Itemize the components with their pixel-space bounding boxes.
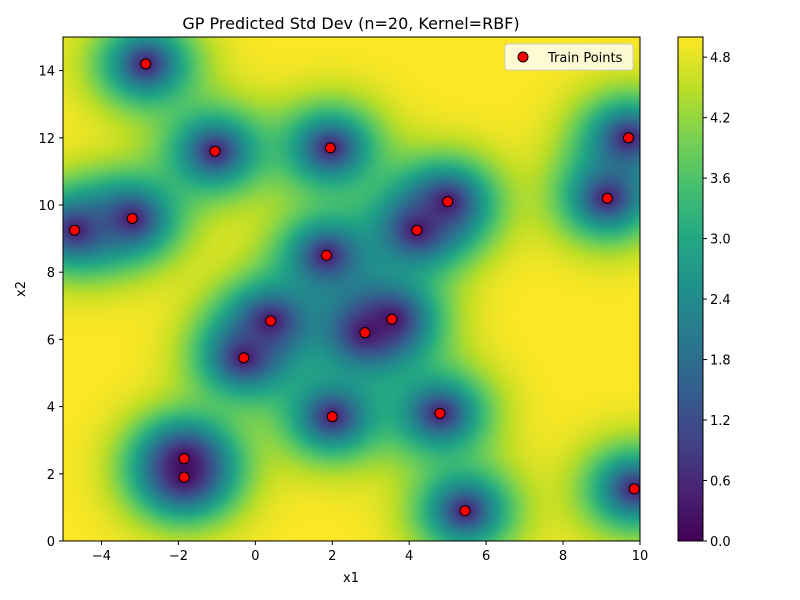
colorbar-tick-label: 0.6	[710, 475, 731, 490]
train-point	[442, 196, 454, 208]
train-point	[140, 58, 152, 70]
plot-frame	[62, 36, 641, 542]
colorbar-tick-label: 1.8	[710, 354, 731, 369]
y-tick-label: 8	[47, 266, 55, 281]
y-tick-label: 0	[47, 535, 55, 550]
legend-box	[504, 43, 634, 71]
y-tick-label: 4	[47, 401, 55, 416]
train-point	[601, 192, 613, 204]
legend-label: Train Points	[547, 51, 623, 66]
y-tick-label: 12	[38, 132, 55, 147]
y-axis-ticks: 0 2 4 6 8 10 12 14	[38, 65, 63, 550]
x-tick-label: −4	[92, 549, 111, 564]
train-point	[265, 315, 277, 327]
x-tick-label: 2	[328, 549, 336, 564]
x-axis-ticks: −4 −2 0 2 4 6 8 10	[92, 541, 648, 564]
colorbar-tick-label: 0.0	[710, 535, 731, 550]
y-tick-label: 10	[38, 199, 55, 214]
train-point	[320, 249, 332, 261]
colorbar-ticks: 0.0 0.6 1.2 1.8 2.4 3.0 3.6 4.2 4.8	[703, 51, 731, 550]
colorbar-tick-label: 4.8	[710, 51, 731, 66]
x-tick-label: 6	[482, 549, 490, 564]
legend-marker	[517, 51, 529, 63]
train-point	[386, 313, 398, 325]
x-axis-label: x1	[343, 571, 359, 586]
train-point	[326, 411, 338, 423]
legend: Train Points	[504, 43, 634, 71]
train-point	[359, 327, 371, 339]
train-point	[69, 224, 81, 236]
train-point	[324, 142, 336, 154]
train-point	[628, 483, 640, 495]
std-dev-surface	[63, 37, 640, 541]
train-point	[411, 224, 423, 236]
colorbar-tick-label: 1.2	[710, 414, 731, 429]
train-point	[178, 471, 190, 483]
y-tick-label: 2	[47, 468, 55, 483]
train-point	[126, 212, 138, 224]
x-tick-label: 0	[251, 549, 259, 564]
colorbar-gradient	[677, 36, 704, 542]
x-tick-label: −2	[169, 549, 188, 564]
train-point	[434, 407, 446, 419]
x-tick-label: 8	[559, 549, 567, 564]
y-tick-label: 14	[38, 65, 55, 80]
x-tick-label: 10	[632, 549, 649, 564]
colorbar-tick-label: 3.6	[710, 172, 731, 187]
train-point	[622, 132, 634, 144]
colorbar-tick-label: 4.2	[710, 112, 731, 127]
x-tick-label: 4	[405, 549, 413, 564]
colorbar: 0.0 0.6 1.2 1.8 2.4 3.0 3.6 4.2 4.8	[677, 36, 731, 550]
chart-title: GP Predicted Std Dev (n=20, Kernel=RBF)	[182, 14, 519, 33]
y-axis-label: x2	[14, 281, 29, 297]
colorbar-tick-label: 3.0	[710, 233, 731, 248]
colorbar-tick-label: 2.4	[710, 293, 731, 308]
train-point	[178, 453, 190, 465]
train-point	[459, 505, 471, 517]
std-dev-heatmap	[63, 37, 640, 541]
y-tick-label: 6	[47, 333, 55, 348]
train-point	[209, 145, 221, 157]
train-point	[238, 352, 250, 364]
train-points-layer	[69, 58, 640, 517]
